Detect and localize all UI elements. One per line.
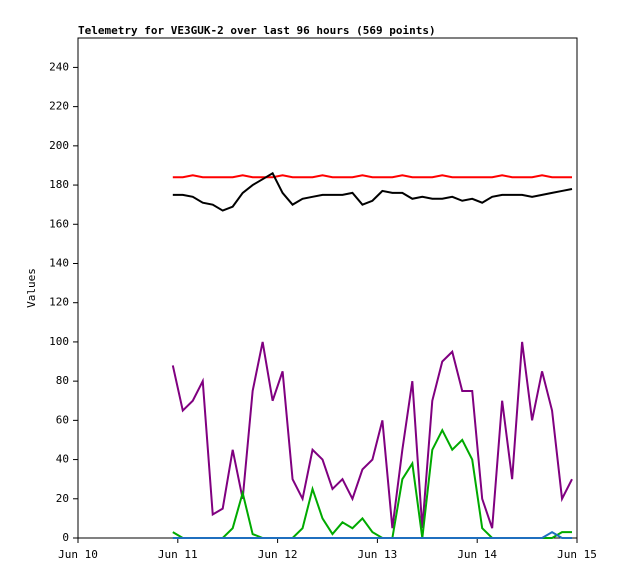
chart-title: Telemetry for VE3GUK-2 over last 96 hour… — [78, 24, 436, 37]
y-tick-label: 240 — [49, 60, 69, 73]
y-tick-label: 200 — [49, 139, 69, 152]
y-tick-label: 60 — [56, 413, 69, 426]
y-tick-label: 180 — [49, 178, 69, 191]
series-line — [172, 171, 573, 212]
y-tick-label: 0 — [62, 531, 69, 544]
y-tick-label: 80 — [56, 374, 69, 387]
series-line — [172, 174, 573, 179]
series-line — [171, 341, 573, 529]
x-tick-label: Jun 10 — [58, 548, 98, 561]
y-tick-label: 160 — [49, 217, 69, 230]
y-tick-label: 100 — [49, 335, 69, 348]
y-axis-label: Values — [25, 268, 38, 308]
x-tick-label: Jun 12 — [258, 548, 298, 561]
series-line — [172, 530, 573, 539]
x-tick-label: Jun 15 — [557, 548, 597, 561]
y-tick-label: 20 — [56, 492, 69, 505]
y-tick-label: 40 — [56, 453, 69, 466]
y-tick-label: 220 — [49, 100, 69, 113]
y-tick-label: 140 — [49, 256, 69, 269]
x-tick-label: Jun 11 — [158, 548, 198, 561]
y-tick-label: 120 — [49, 296, 69, 309]
x-tick-label: Jun 14 — [457, 548, 497, 561]
x-tick-label: Jun 13 — [358, 548, 398, 561]
